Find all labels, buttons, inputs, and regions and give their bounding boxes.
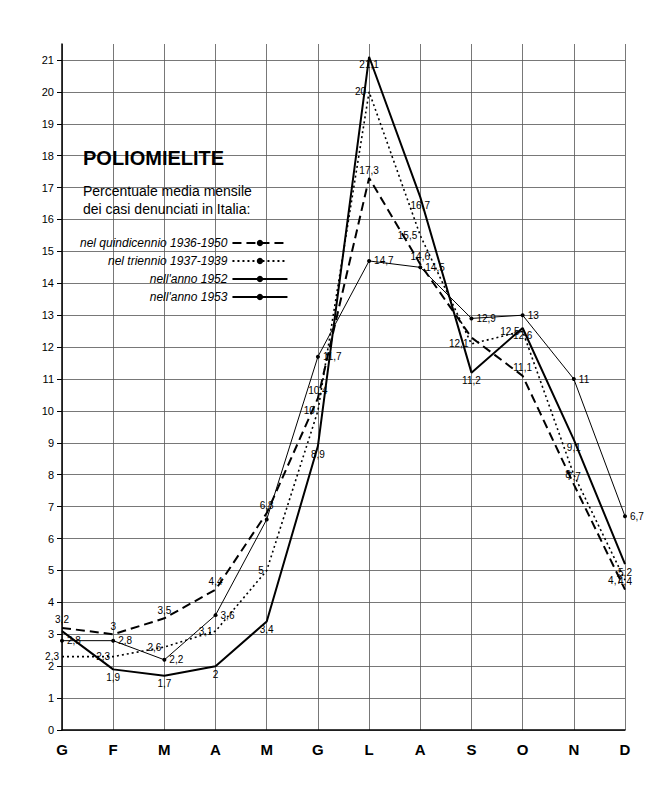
svg-text:17,3: 17,3: [359, 165, 379, 176]
svg-text:14,6: 14,6: [411, 251, 431, 262]
svg-text:10,4: 10,4: [308, 385, 328, 396]
svg-text:A: A: [210, 741, 221, 758]
svg-text:5: 5: [48, 564, 54, 576]
svg-text:6,8: 6,8: [260, 500, 274, 511]
svg-text:F: F: [109, 741, 118, 758]
svg-text:POLIOMIELITE: POLIOMIELITE: [83, 147, 224, 169]
svg-text:9,1: 9,1: [567, 442, 581, 453]
svg-text:G: G: [56, 741, 68, 758]
svg-text:1,7: 1,7: [157, 678, 171, 689]
svg-text:2,2: 2,2: [169, 654, 183, 665]
svg-text:8,9: 8,9: [311, 449, 325, 460]
svg-text:7: 7: [48, 501, 54, 513]
svg-text:3,1: 3,1: [199, 626, 213, 637]
svg-text:15,5: 15,5: [398, 230, 418, 241]
svg-text:N: N: [568, 741, 579, 758]
svg-text:3,6: 3,6: [221, 610, 235, 621]
svg-text:12: 12: [42, 341, 54, 353]
svg-text:dei casi denunciati in Italia:: dei casi denunciati in Italia:: [83, 201, 250, 217]
svg-text:5,2: 5,2: [618, 567, 632, 578]
svg-text:14: 14: [42, 277, 54, 289]
svg-text:5: 5: [258, 565, 264, 576]
svg-text:2,8: 2,8: [118, 635, 132, 646]
svg-text:12,6: 12,6: [513, 330, 533, 341]
svg-text:12,9: 12,9: [476, 313, 496, 324]
svg-text:M: M: [158, 741, 171, 758]
svg-text:8: 8: [565, 469, 571, 480]
svg-text:4,4: 4,4: [209, 576, 223, 587]
svg-text:G: G: [312, 741, 324, 758]
svg-text:14,7: 14,7: [374, 255, 394, 266]
svg-text:nel triennio 1937-1939: nel triennio 1937-1939: [108, 254, 228, 268]
svg-text:7,7: 7,7: [566, 470, 581, 482]
svg-text:2: 2: [47, 660, 54, 673]
svg-text:Percentuale media mensile: Percentuale media mensile: [83, 183, 252, 199]
svg-text:3: 3: [110, 621, 116, 632]
svg-text:O: O: [517, 741, 529, 758]
svg-text:4: 4: [48, 596, 54, 608]
svg-text:2,3: 2,3: [96, 651, 110, 662]
svg-text:M: M: [260, 741, 273, 758]
svg-text:3,2: 3,2: [55, 614, 69, 625]
svg-text:2,3: 2,3: [45, 651, 59, 662]
svg-text:4,4: 4,4: [618, 576, 632, 588]
svg-text:nell'anno 1953: nell'anno 1953: [150, 290, 228, 304]
svg-text:2,6: 2,6: [147, 642, 161, 653]
svg-text:16: 16: [42, 213, 54, 225]
svg-text:nell'anno 1952: nell'anno 1952: [150, 272, 228, 286]
svg-text:13: 13: [42, 309, 54, 321]
svg-text:6,7: 6,7: [630, 511, 644, 522]
svg-text:0: 0: [48, 724, 54, 736]
svg-text:2,8: 2,8: [67, 635, 81, 646]
svg-text:21,1: 21,1: [359, 59, 379, 70]
svg-text:1: 1: [48, 692, 54, 704]
svg-text:20: 20: [355, 86, 367, 97]
svg-text:6: 6: [48, 533, 54, 545]
svg-text:11: 11: [579, 374, 590, 385]
svg-text:17: 17: [42, 182, 54, 194]
svg-text:nel quindicennio 1936-1950: nel quindicennio 1936-1950: [80, 236, 228, 250]
svg-text:10: 10: [42, 405, 54, 417]
svg-text:12,5: 12,5: [500, 325, 520, 337]
svg-text:13: 13: [528, 310, 540, 321]
svg-text:8: 8: [48, 469, 54, 481]
svg-text:1,9: 1,9: [106, 672, 120, 683]
svg-text:11,7: 11,7: [323, 351, 342, 362]
svg-text:3,5: 3,5: [157, 605, 171, 616]
svg-text:3,4: 3,4: [260, 624, 274, 635]
svg-text:4,7: 4,7: [608, 574, 622, 586]
svg-text:19: 19: [42, 118, 54, 130]
svg-text:18: 18: [42, 150, 54, 162]
svg-text:21: 21: [42, 54, 54, 66]
svg-text:20: 20: [42, 86, 54, 98]
svg-text:2: 2: [213, 669, 219, 680]
svg-text:11: 11: [43, 373, 54, 385]
svg-text:14,5: 14,5: [425, 262, 445, 273]
svg-text:11,2: 11,2: [462, 375, 481, 386]
svg-text:D: D: [620, 741, 631, 758]
svg-text:9: 9: [48, 437, 54, 449]
svg-text:11,1: 11,1: [513, 362, 532, 373]
svg-text:3: 3: [48, 628, 54, 640]
svg-text:L: L: [365, 741, 374, 758]
svg-text:S: S: [466, 741, 476, 758]
svg-text:10: 10: [304, 405, 316, 416]
svg-text:12,1: 12,1: [449, 338, 469, 349]
svg-text:15: 15: [42, 245, 54, 257]
svg-text:A: A: [415, 741, 426, 758]
svg-text:16,7: 16,7: [411, 200, 431, 211]
